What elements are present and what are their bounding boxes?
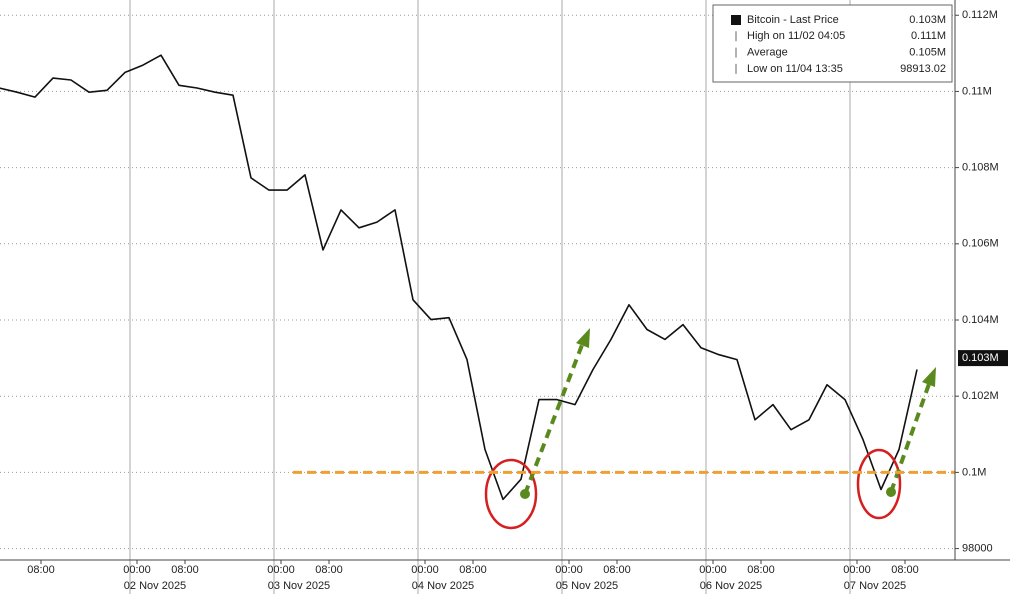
date-label: 07 Nov 2025 bbox=[844, 580, 906, 592]
date-label: 02 Nov 2025 bbox=[124, 580, 186, 592]
grid bbox=[0, 0, 955, 594]
highlight-circle bbox=[856, 448, 902, 520]
y-tick-label: 0.108M bbox=[962, 162, 999, 174]
x-tick-label: 08:00 bbox=[315, 564, 343, 576]
last-price-label: 0.103M bbox=[962, 352, 999, 364]
x-tick-label: 08:00 bbox=[891, 564, 919, 576]
x-tick-label: 08:00 bbox=[171, 564, 199, 576]
date-label: 04 Nov 2025 bbox=[412, 580, 474, 592]
plot bbox=[0, 54, 918, 501]
legend-value: 0.105M bbox=[909, 47, 946, 59]
x-tick-label: 00:00 bbox=[267, 564, 295, 576]
legend-value: 98913.02 bbox=[900, 63, 946, 75]
annotations bbox=[293, 328, 955, 530]
x-tick-label: 00:00 bbox=[123, 564, 151, 576]
legend-box bbox=[712, 4, 953, 83]
trend-arrow bbox=[889, 383, 931, 493]
y-tick-label: 0.104M bbox=[962, 314, 999, 326]
price-line bbox=[0, 54, 918, 501]
x-tick-label: 00:00 bbox=[699, 564, 727, 576]
legend-value: 0.103M bbox=[909, 14, 946, 26]
arrow-start bbox=[886, 487, 896, 497]
legend-label: Low on 11/04 13:35 bbox=[747, 63, 843, 75]
highlight-circle bbox=[484, 458, 538, 530]
arrow-head bbox=[922, 367, 936, 387]
x-tick-label: 00:00 bbox=[555, 564, 583, 576]
date-label: 06 Nov 2025 bbox=[700, 580, 762, 592]
date-label: 03 Nov 2025 bbox=[268, 580, 330, 592]
x-tick-label: 08:00 bbox=[747, 564, 775, 576]
trend-arrow bbox=[523, 344, 584, 495]
y-tick-label: 98000 bbox=[962, 542, 993, 554]
legend-swatch bbox=[731, 15, 741, 25]
legend-label: High on 11/02 04:05 bbox=[747, 30, 845, 42]
y-tick-label: 0.102M bbox=[962, 390, 999, 402]
arrow-head bbox=[576, 328, 590, 348]
y-tick-label: 0.106M bbox=[962, 238, 999, 250]
legend-value: 0.111M bbox=[911, 30, 946, 42]
legend: Bitcoin - Last Price 0.103M High on 11/02 … bbox=[712, 4, 953, 83]
arrow-start bbox=[520, 489, 530, 499]
y-tick-label: 0.112M bbox=[962, 9, 998, 21]
y-tick-label: 0.11M bbox=[962, 85, 992, 97]
x-tick-label: 08:00 bbox=[27, 564, 55, 576]
date-label: 05 Nov 2025 bbox=[556, 580, 618, 592]
legend-label: Bitcoin - Last Price bbox=[747, 14, 839, 26]
x-tick-label: 08:00 bbox=[459, 564, 487, 576]
last-price-tag bbox=[958, 350, 1008, 367]
x-tick-label: 00:00 bbox=[411, 564, 439, 576]
x-tick-label: 08:00 bbox=[603, 564, 631, 576]
x-tick-label: 00:00 bbox=[843, 564, 871, 576]
y-tick-label: 0.1M bbox=[962, 466, 986, 478]
legend-label: Average bbox=[747, 47, 788, 59]
